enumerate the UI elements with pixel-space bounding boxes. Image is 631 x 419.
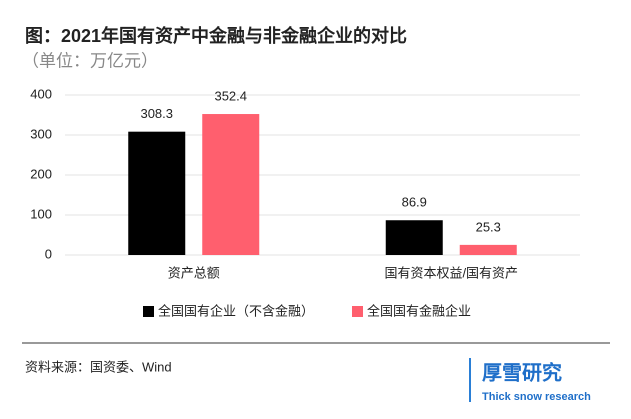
y-tick-label: 300	[30, 126, 52, 141]
chart-subtitle: （单位：万亿元）	[22, 51, 158, 70]
legend-swatch	[143, 306, 154, 317]
legend-swatch	[352, 306, 363, 317]
source: 资料来源：国资委、Wind	[25, 359, 172, 374]
bar	[459, 244, 517, 255]
value-label: 308.3	[140, 106, 173, 121]
chart-title: 图：2021年国有资产中金融与非金融企业的对比	[25, 25, 407, 46]
y-tick-label: 0	[45, 246, 52, 261]
value-label: 352.4	[214, 88, 247, 103]
legend-label: 全国国有企业（不含金融）	[158, 303, 314, 318]
brand-name: 厚雪研究	[482, 360, 562, 384]
bar	[128, 131, 186, 255]
y-tick-label: 200	[30, 166, 52, 181]
x-tick-label: 国有资本权益/国有资产	[384, 265, 518, 280]
x-tick-label: 资产总额	[168, 265, 220, 280]
y-tick-label: 400	[30, 86, 52, 101]
y-tick-label: 100	[30, 206, 52, 221]
legend-label: 全国国有金融企业	[367, 303, 471, 318]
value-label: 86.9	[402, 195, 427, 210]
bar	[202, 114, 260, 255]
bar	[385, 220, 443, 255]
value-label: 25.3	[476, 219, 501, 234]
brand-tagline: Thick snow research	[482, 391, 591, 403]
